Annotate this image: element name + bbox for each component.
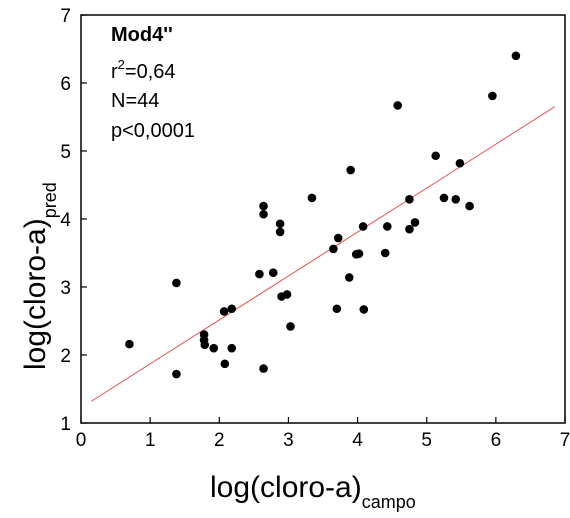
x-axis-title: log(cloro-a)campo (210, 471, 416, 512)
y-tick-label: 6 (60, 74, 71, 95)
data-point (220, 359, 230, 369)
data-point (259, 209, 268, 219)
x-tick-label: 0 (76, 430, 87, 451)
data-point (488, 91, 497, 101)
data-point (219, 307, 229, 316)
y-tick-label: 1 (60, 414, 71, 435)
r-squared-superscript: 2 (118, 57, 125, 72)
x-tick-label: 5 (421, 430, 432, 451)
data-point (511, 51, 521, 61)
data-point (332, 304, 342, 314)
data-point (209, 343, 219, 353)
data-point (439, 193, 449, 203)
data-point (393, 101, 402, 110)
data-point (344, 273, 354, 282)
data-point (259, 364, 268, 373)
r-squared-label: r2=0,64 (111, 57, 176, 83)
data-point (282, 290, 292, 299)
x-tick-label: 7 (560, 430, 570, 451)
x-axis-ticks: 0 1 2 3 4 5 6 7 (76, 417, 570, 451)
regression-line (91, 106, 555, 402)
data-point (125, 339, 134, 349)
r-squared-prefix: r (111, 61, 118, 83)
x-axis-title-subscript: campo (362, 492, 416, 512)
data-point (354, 249, 364, 258)
data-point (410, 218, 420, 227)
x-tick-label: 2 (214, 430, 225, 451)
sample-size-label: N=44 (111, 90, 159, 112)
y-axis-title: log(cloro-a)pred (19, 182, 60, 370)
y-axis-title-subscript: pred (40, 182, 60, 218)
y-axis-title-main: log(cloro-a) (19, 218, 52, 370)
data-point (455, 158, 465, 168)
y-tick-label: 3 (60, 278, 71, 299)
y-tick-label: 2 (60, 346, 71, 367)
y-tick-label: 4 (60, 210, 71, 231)
data-point (275, 219, 285, 229)
data-point (255, 269, 264, 279)
p-value-label: p<0,0001 (111, 120, 195, 142)
x-tick-label: 3 (283, 430, 294, 451)
data-point (268, 268, 278, 278)
data-point (465, 201, 474, 211)
data-point (380, 248, 390, 258)
data-point (307, 193, 317, 203)
x-tick-label: 4 (352, 430, 363, 451)
data-point (333, 233, 343, 243)
data-point (227, 343, 237, 353)
data-point (172, 278, 181, 288)
data-point (405, 224, 414, 234)
data-point (383, 222, 392, 231)
x-tick-label: 1 (145, 430, 156, 451)
data-point (227, 304, 237, 314)
y-axis-ticks: 1 2 3 4 5 6 7 (60, 6, 87, 435)
model-title: Mod4'' (111, 24, 173, 46)
data-point (200, 340, 210, 350)
data-points-layer (125, 51, 521, 379)
x-axis-title-main: log(cloro-a) (210, 471, 362, 504)
data-point (172, 369, 181, 379)
data-point (431, 151, 441, 161)
regression-line-layer (91, 106, 555, 402)
y-tick-label: 5 (60, 142, 71, 163)
data-point (259, 201, 268, 211)
x-tick-label: 6 (491, 430, 502, 451)
data-point (451, 194, 461, 204)
data-point (346, 165, 355, 175)
data-point (359, 305, 369, 314)
data-point (275, 227, 285, 237)
data-point (405, 194, 414, 204)
data-point (286, 322, 295, 331)
y-tick-label: 7 (60, 6, 71, 27)
data-point (358, 222, 368, 231)
r-squared-value: =0,64 (125, 61, 176, 83)
data-point (329, 244, 338, 254)
